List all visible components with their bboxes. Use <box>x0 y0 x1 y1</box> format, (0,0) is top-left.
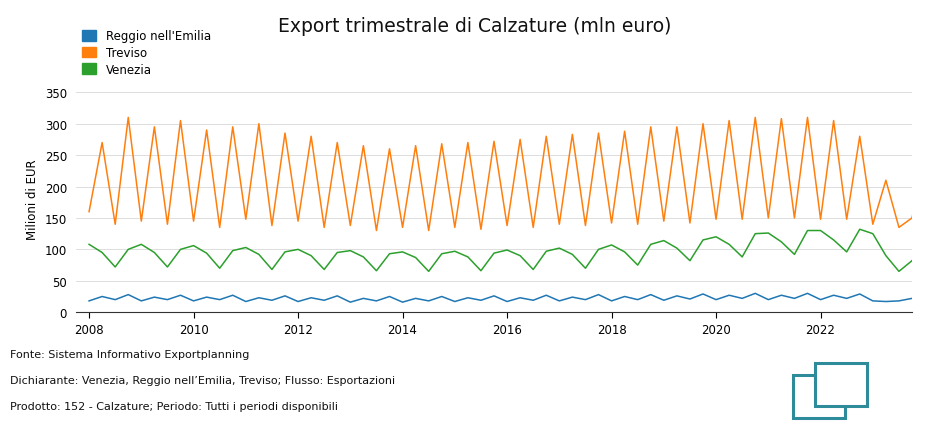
Text: Dichiarante: Venezia, Reggio nell’Emilia, Treviso; Flusso: Esportazioni: Dichiarante: Venezia, Reggio nell’Emilia… <box>10 375 394 385</box>
Y-axis label: Milioni di EUR: Milioni di EUR <box>27 159 39 240</box>
FancyBboxPatch shape <box>793 375 846 418</box>
Legend: Reggio nell'Emilia, Treviso, Venezia: Reggio nell'Emilia, Treviso, Venezia <box>82 30 211 76</box>
Text: Export trimestrale di Calzature (mln euro): Export trimestrale di Calzature (mln eur… <box>278 17 672 36</box>
Text: Prodotto: 152 - Calzature; Periodo: Tutti i periodi disponibili: Prodotto: 152 - Calzature; Periodo: Tutt… <box>10 401 337 411</box>
Text: Fonte: Sistema Informativo Exportplanning: Fonte: Sistema Informativo Exportplannin… <box>10 349 249 359</box>
FancyBboxPatch shape <box>815 363 867 406</box>
